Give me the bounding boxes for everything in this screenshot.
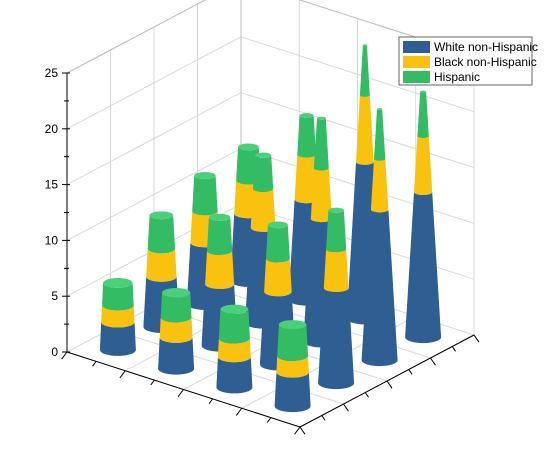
cone-segment	[374, 109, 386, 161]
cone-segment	[160, 292, 192, 323]
cone-segment	[102, 282, 134, 311]
cone-top-cap	[328, 207, 344, 213]
cone-top-cap	[420, 90, 427, 93]
cone-segment	[405, 192, 442, 344]
row-axis-tick	[150, 379, 155, 386]
legend: White non-Hispanic Black non-Hispanic Hi…	[398, 36, 538, 86]
legend-swatch-black	[403, 56, 430, 68]
cone	[274, 320, 311, 413]
z-axis-tick-label: 10	[45, 233, 59, 247]
cone-segment	[250, 188, 276, 232]
z-axis-tick-label: 0	[51, 345, 58, 359]
z-axis-tick-label: 5	[51, 289, 58, 303]
col-axis-tick	[430, 357, 436, 366]
cone-segment	[264, 258, 292, 297]
cone-segment	[417, 91, 429, 139]
legend-label-black: Black non-Hispanic	[434, 55, 537, 69]
legend-label-white: White non-Hispanic	[434, 40, 538, 54]
cone-segment	[158, 337, 195, 375]
cone-top-cap	[299, 113, 314, 118]
legend-label-hispanic: Hispanic	[434, 70, 480, 84]
cone	[158, 288, 195, 375]
cone-top-cap	[149, 211, 174, 220]
cone-top-cap	[377, 108, 383, 110]
row-axis-tick	[294, 426, 301, 435]
cone-segment	[310, 168, 332, 223]
wall-top-edge	[66, 0, 207, 74]
col-axis-tick	[299, 426, 306, 435]
cone-segment	[217, 338, 251, 363]
cone-segment	[414, 136, 433, 196]
row-axis-tick	[119, 370, 126, 379]
cone-segment	[297, 115, 316, 158]
col-axis-tick	[343, 403, 349, 412]
row-axis-tick	[208, 398, 214, 404]
cone-top-cap	[220, 304, 249, 314]
z-axis-tick-label: 20	[45, 122, 59, 136]
cone-segment	[276, 355, 309, 378]
cone-segment	[192, 175, 218, 216]
cone-top-cap	[316, 116, 326, 120]
col-axis-tick	[386, 380, 393, 389]
axis-layer: 0 5 10 15 20 25	[45, 66, 480, 435]
cone-segment	[370, 159, 389, 213]
cone-top-cap	[161, 288, 191, 298]
cone-segment	[356, 95, 374, 165]
z-axis-tick-label: 15	[45, 178, 59, 192]
cone-top-cap	[208, 213, 231, 221]
cone-top-cap	[194, 171, 216, 180]
cone-segment	[253, 155, 274, 193]
cone-segment	[277, 324, 308, 361]
cone	[99, 278, 136, 356]
cone-segment	[146, 248, 177, 282]
cone-segment	[206, 217, 233, 256]
legend-swatch-hispanic	[403, 71, 430, 83]
cone-top-cap	[103, 278, 133, 288]
cone-segment	[318, 288, 355, 390]
cone	[216, 304, 253, 394]
cone-segment	[326, 210, 347, 253]
col-axis-tick	[451, 346, 456, 352]
cone	[361, 108, 398, 367]
cone-segment	[101, 305, 135, 328]
cone	[405, 90, 442, 344]
legend-item: Hispanic	[403, 70, 480, 84]
cone-segment	[218, 309, 250, 344]
cone-segment	[323, 249, 349, 293]
legend-swatch-white	[403, 41, 430, 53]
legend-item: Black non-Hispanic	[403, 55, 537, 69]
cone-layer	[99, 44, 442, 413]
cone	[318, 207, 355, 390]
cone-top-cap	[255, 152, 272, 158]
row-axis-tick	[266, 417, 272, 423]
row-axis-tick	[92, 361, 97, 367]
cone-segment	[216, 357, 253, 394]
row-axis-tick	[177, 389, 184, 398]
cone-segment	[159, 317, 193, 343]
cone-top-cap	[238, 143, 259, 151]
cone-top-cap	[362, 44, 367, 46]
col-axis-tick	[364, 392, 369, 398]
cone-segment	[266, 224, 290, 263]
cone-segment	[274, 372, 311, 413]
cone-segment	[361, 209, 398, 367]
legend-item: White non-Hispanic	[403, 40, 538, 54]
cone-top-cap	[267, 221, 288, 229]
col-axis-tick	[408, 369, 413, 375]
col-axis-tick	[473, 334, 480, 343]
cone-segment	[99, 322, 136, 356]
row-axis-tick	[61, 351, 68, 360]
row-axis-tick	[235, 407, 243, 416]
cone-segment	[205, 250, 235, 290]
cone-top-cap	[278, 320, 307, 330]
cone-segment	[147, 215, 175, 254]
cone-segment	[313, 118, 329, 171]
z-axis-tick-label: 25	[45, 66, 59, 80]
col-axis-tick	[321, 415, 326, 421]
cone-segment	[359, 45, 370, 97]
